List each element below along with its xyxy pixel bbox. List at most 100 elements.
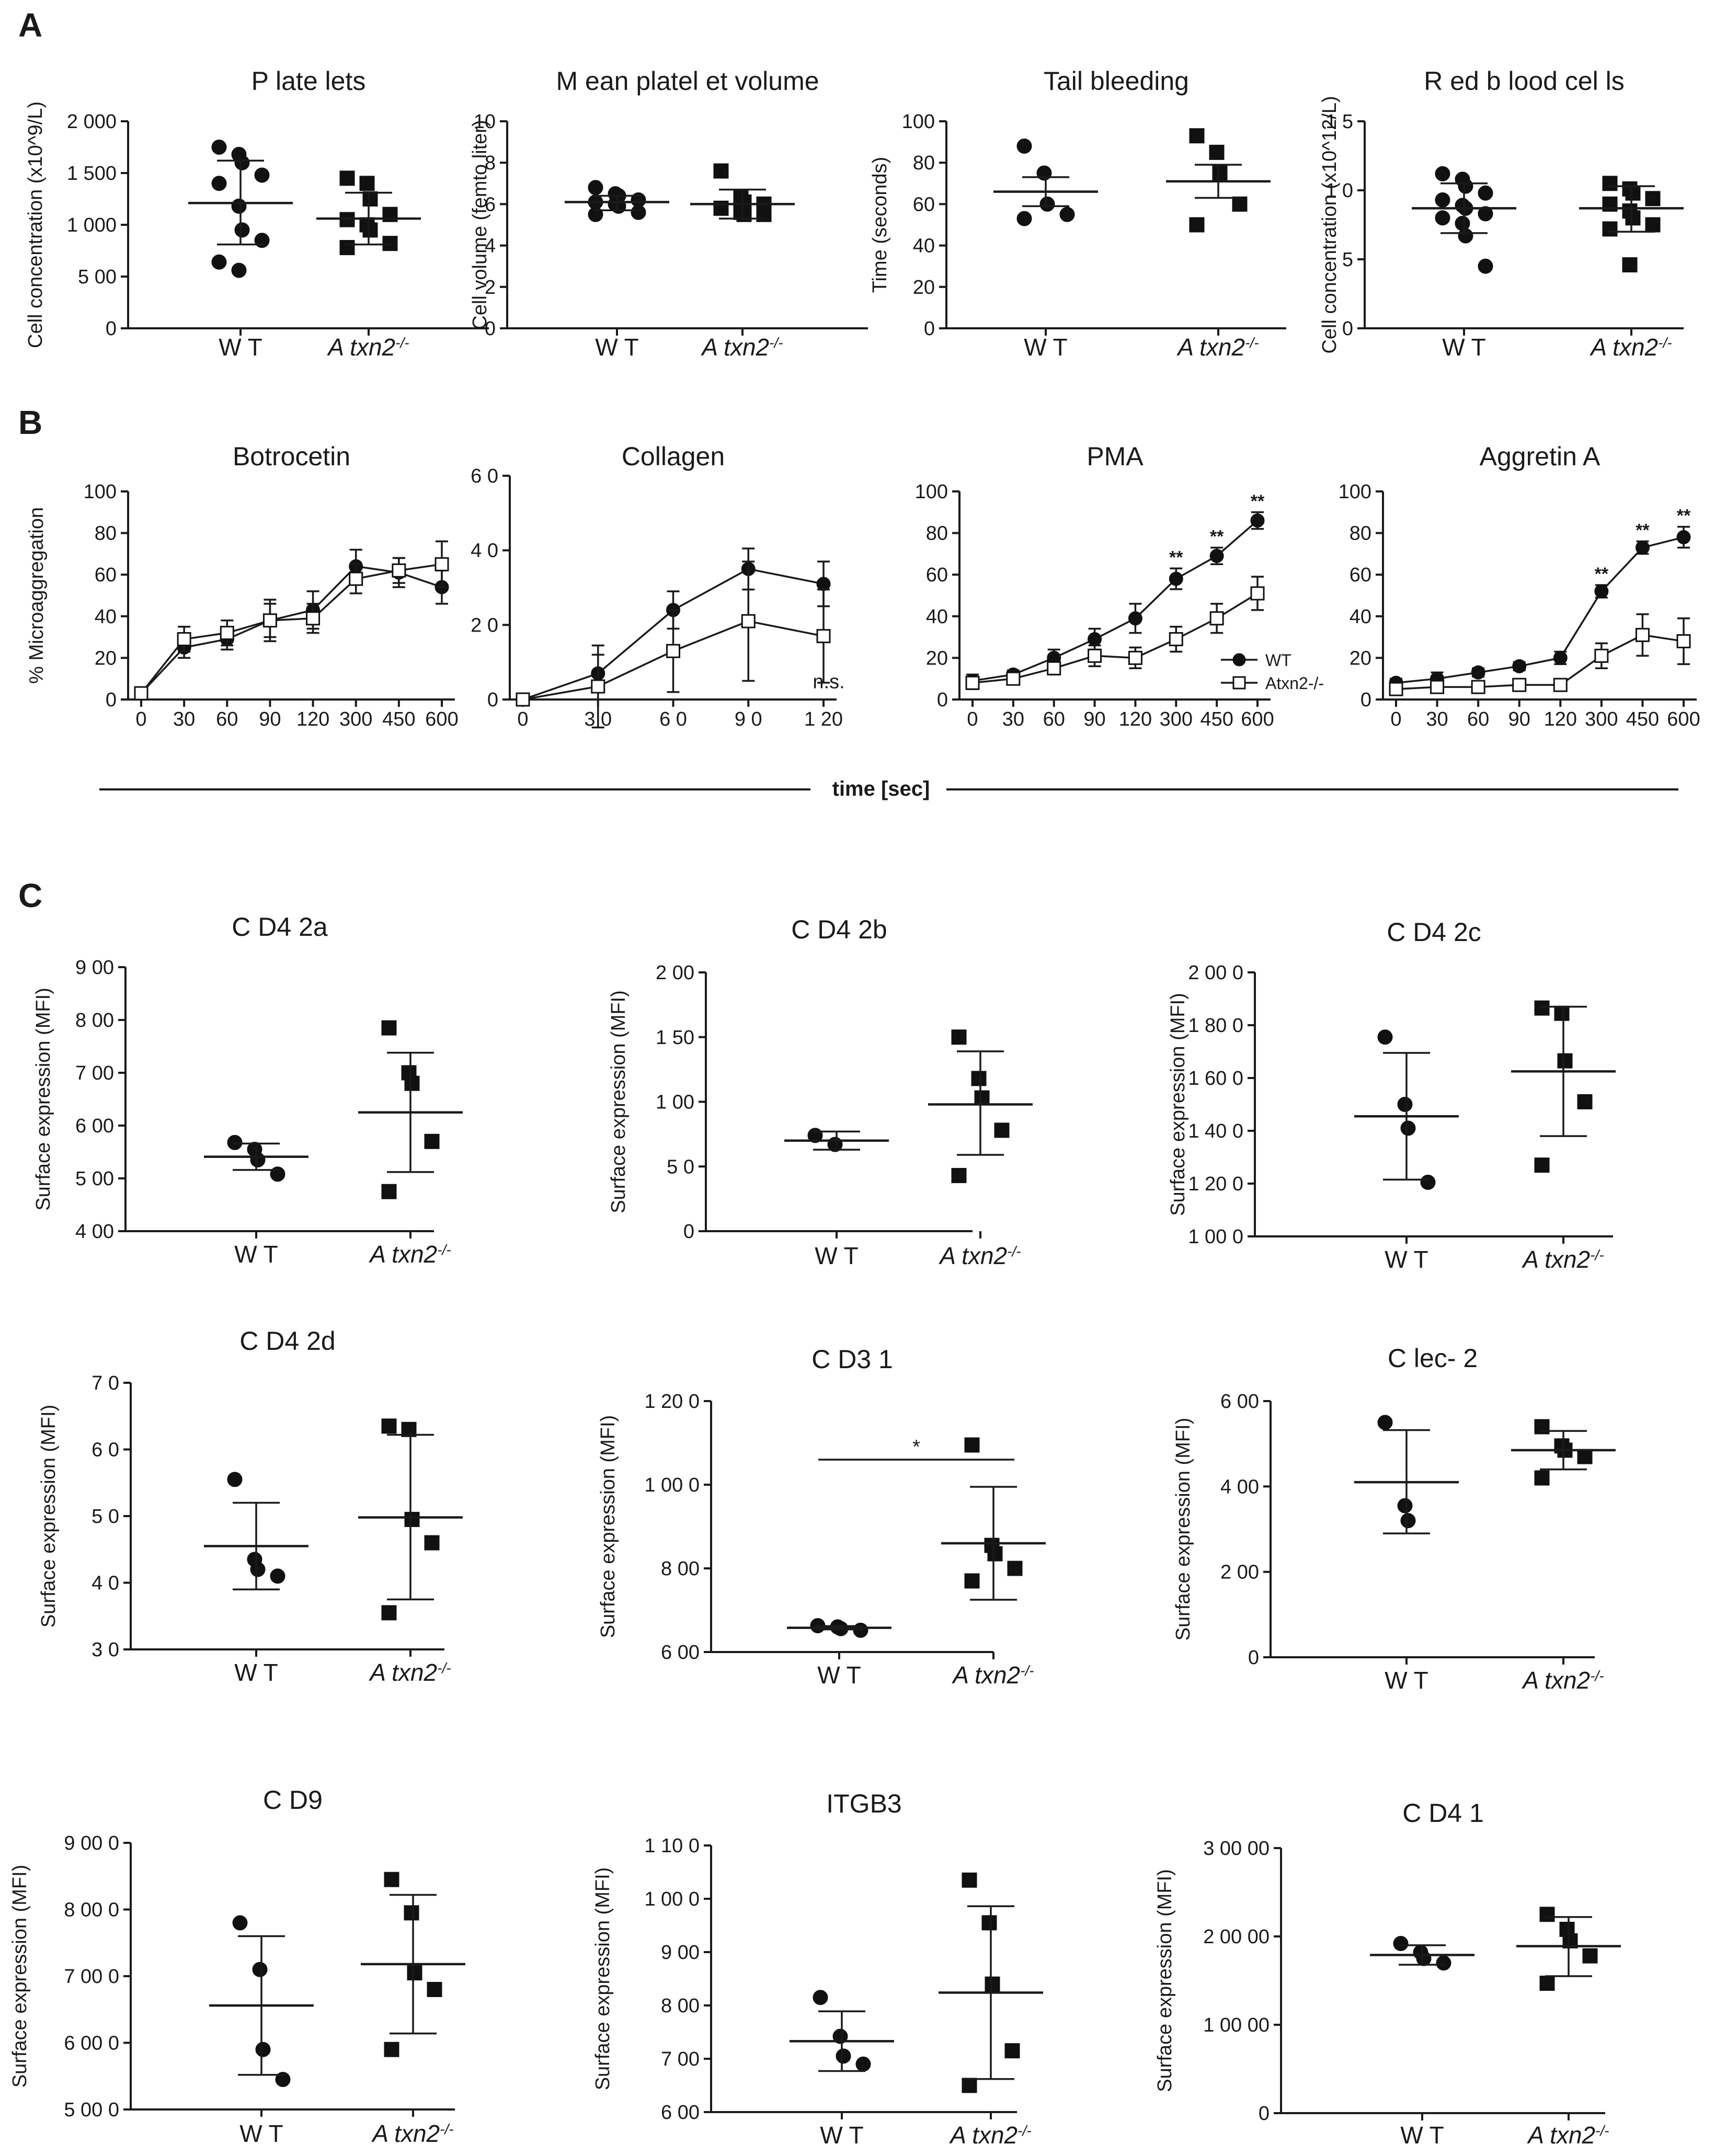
data-point xyxy=(962,2078,977,2093)
data-point xyxy=(1553,650,1568,665)
data-point xyxy=(974,1090,990,1106)
y-tick-label: 6 00 xyxy=(661,2102,700,2124)
y-tick-label: 80 xyxy=(913,152,935,174)
significance-marker: * xyxy=(912,1436,920,1458)
y-tick-label: 1 20 0 xyxy=(1188,1173,1243,1195)
y-tick-label: 1 10 0 xyxy=(644,1835,700,1857)
y-tick-label: 100 xyxy=(902,111,935,133)
x-tick-label: 120 xyxy=(1119,708,1152,730)
y-tick-label: 1 40 0 xyxy=(1188,1120,1243,1142)
y-tick-label: 0 xyxy=(1360,689,1371,711)
y-axis-label: Surface expression (MFI) xyxy=(9,1865,31,2088)
x-tick-label: 30 xyxy=(173,708,195,730)
y-tick-label: 5 00 xyxy=(78,266,117,288)
data-point xyxy=(1209,611,1224,626)
y-tick-label: 8 xyxy=(485,152,496,174)
y-tick-label: 20 xyxy=(95,647,117,669)
y-tick-label: 4 00 xyxy=(1220,1476,1259,1498)
y-tick-label: 40 xyxy=(1350,606,1371,628)
data-point xyxy=(231,198,247,214)
data-point xyxy=(234,155,250,170)
data-point xyxy=(404,1075,420,1091)
data-point xyxy=(951,1029,967,1045)
data-point xyxy=(234,222,250,238)
data-point xyxy=(1534,1000,1550,1016)
y-tick-label: 2 0 xyxy=(471,614,498,636)
x-tick-label: 120 xyxy=(296,708,329,730)
chart-aggretin: Aggretin A 0 20 40 60 80 100 0 30 60 90 120 300 450 60… xyxy=(1339,442,1700,730)
data-point xyxy=(1478,258,1493,274)
data-point xyxy=(349,571,363,586)
chart-cd42b: C D4 2b 0 5 0 1 00 1 50 2 00 Surface expressio… xyxy=(608,915,1033,1269)
data-point xyxy=(1389,682,1403,696)
y-tick-label: 1 20 0 xyxy=(644,1391,700,1413)
y-tick-label: 9 00 xyxy=(661,1942,700,1964)
y-tick-label: 9 00 0 xyxy=(64,1832,119,1854)
y-tick-label: 4 00 xyxy=(75,1221,114,1243)
chart-title: C D4 2c xyxy=(1387,918,1481,947)
data-point xyxy=(270,1568,285,1584)
chart-title: Tail bleeding xyxy=(1044,66,1189,96)
data-point xyxy=(381,1020,397,1036)
significance-marker: ** xyxy=(1636,521,1650,541)
y-tick-label: 40 xyxy=(95,606,117,628)
y-tick-label: 100 xyxy=(915,481,948,503)
data-point xyxy=(1088,632,1102,647)
data-point xyxy=(1512,659,1527,673)
y-tick-label: 40 xyxy=(926,606,948,628)
x-tick-label: 0 xyxy=(517,708,528,730)
x-tick-label: 6 0 xyxy=(659,708,687,730)
data-point xyxy=(1039,196,1055,212)
data-point xyxy=(381,1418,397,1434)
data-point xyxy=(232,1915,248,1931)
data-point xyxy=(1534,1470,1550,1486)
x-category-label: A txn2-/- xyxy=(938,1242,1021,1269)
data-point xyxy=(1007,1561,1023,1576)
x-tick-label: 9 0 xyxy=(735,708,762,730)
data-point xyxy=(816,577,831,591)
data-point xyxy=(588,180,603,196)
data-point xyxy=(1553,678,1568,692)
chart-tail: Tail bleeding 0 20 40 60 80 100 Time (seconds) W… xyxy=(869,66,1286,361)
y-tick-label: 0 xyxy=(106,318,117,340)
chart-pma: PMA 0 20 40 60 80 100 0 30 60 90 120 300 450 600 ** ** **… xyxy=(915,442,1324,730)
y-tick-label: 8 00 xyxy=(661,1558,700,1580)
data-point xyxy=(1478,206,1493,222)
data-point xyxy=(1435,192,1450,208)
x-tick-label: 0 xyxy=(135,708,146,730)
x-tick-label: 30 xyxy=(1002,708,1024,730)
legend-label: WT xyxy=(1265,651,1291,670)
y-tick-label: 40 xyxy=(913,235,935,257)
data-point xyxy=(227,1134,243,1150)
y-tick-label: 6 0 xyxy=(471,465,498,487)
x-tick-label: 60 xyxy=(1043,708,1065,730)
data-point xyxy=(1602,221,1618,237)
data-point xyxy=(1016,211,1032,226)
y-tick-label: 60 xyxy=(95,564,117,586)
x-tick-label: 60 xyxy=(216,708,238,730)
data-point xyxy=(1016,139,1032,154)
x-tick-label: 450 xyxy=(382,708,415,730)
x-category-label: A txn2-/- xyxy=(1521,1246,1604,1273)
y-tick-label: 7 00 xyxy=(75,1062,114,1084)
y-tick-label: 10 xyxy=(474,111,496,133)
y-tick-label: 2 00 xyxy=(656,962,694,984)
data-point xyxy=(1128,611,1142,626)
y-tick-label: 1 500 xyxy=(67,163,117,185)
data-point xyxy=(1635,540,1650,555)
x-category-label: A txn2-/- xyxy=(948,2121,1031,2149)
x-tick-label: 600 xyxy=(1241,708,1274,730)
data-point xyxy=(1416,1951,1432,1966)
y-tick-label: 1 00 00 xyxy=(1203,2014,1270,2036)
data-point xyxy=(211,254,227,270)
y-tick-label: 9 00 xyxy=(75,957,114,979)
x-tick-label: 30 xyxy=(1426,708,1448,730)
data-point xyxy=(275,2072,291,2088)
y-tick-label: 4 xyxy=(485,235,496,257)
data-point xyxy=(1420,1174,1436,1190)
data-point xyxy=(262,613,277,628)
annotation-ns: n.s. xyxy=(813,671,844,693)
x-category-label: A txn2-/- xyxy=(326,334,409,361)
data-point xyxy=(435,557,449,571)
